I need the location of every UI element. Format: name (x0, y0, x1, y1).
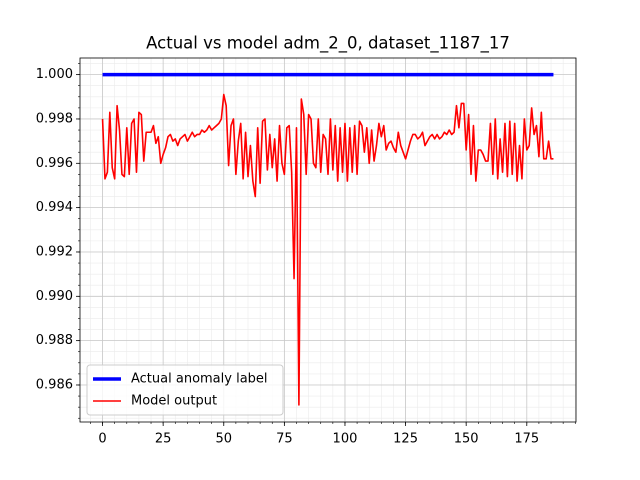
legend-label: Actual anomaly label (131, 372, 268, 387)
x-tick-label: 150 (454, 432, 479, 447)
plot-frame (79, 57, 577, 423)
y-tick-label: 0.994 (36, 200, 73, 215)
y-tick-label: 0.998 (36, 111, 73, 126)
x-tick-label: 0 (98, 432, 106, 447)
x-tick-label: 25 (155, 432, 172, 447)
x-tick-label: 125 (393, 432, 418, 447)
y-tick-label: 0.992 (36, 244, 73, 259)
legend-label: Model output (131, 394, 217, 409)
x-tick-label: 75 (276, 432, 293, 447)
y-tick-label: 1.000 (36, 67, 73, 82)
y-tick-label: 0.988 (36, 333, 73, 348)
x-tick-label: 50 (215, 432, 232, 447)
x-tick-label: 175 (514, 432, 539, 447)
y-tick-label: 0.996 (36, 156, 73, 171)
legend: Actual anomaly label Model output (86, 364, 284, 416)
y-tick-label: 0.986 (36, 377, 73, 392)
line-series (101, 93, 554, 406)
x-tick-label: 100 (333, 432, 358, 447)
chart-title: Actual vs model adm_2_0, dataset_1187_17 (146, 34, 510, 54)
y-tick-label: 0.990 (36, 289, 73, 304)
legend-box (86, 364, 284, 416)
